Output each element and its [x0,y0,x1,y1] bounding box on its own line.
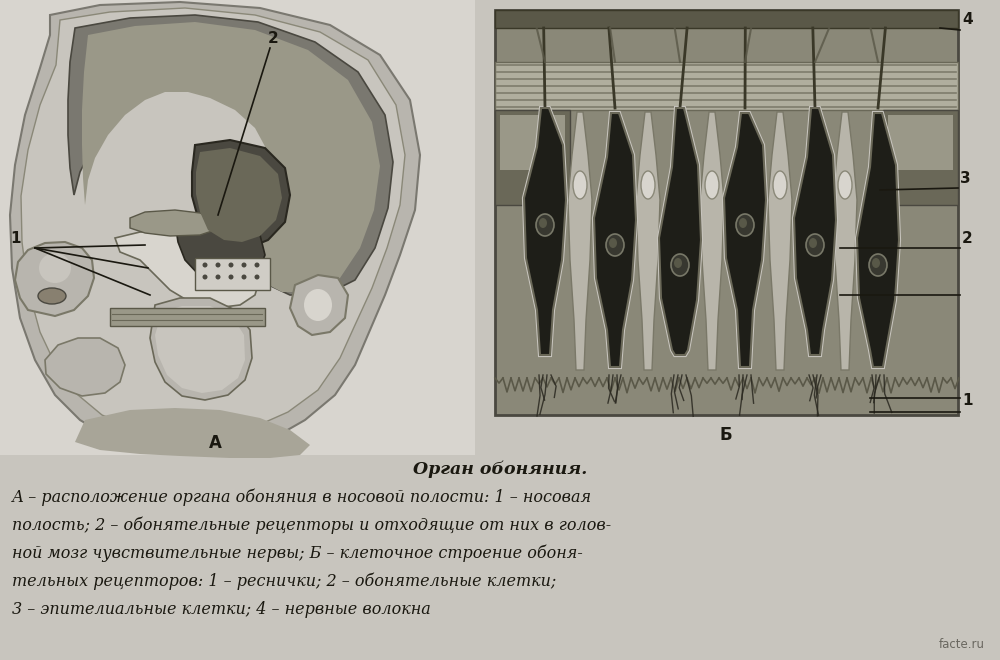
Text: facte.ru: facte.ru [939,638,985,651]
Polygon shape [524,108,566,355]
Polygon shape [192,140,290,248]
Polygon shape [155,306,245,393]
Ellipse shape [641,171,655,199]
Ellipse shape [806,234,824,256]
Bar [495,10,958,28]
Ellipse shape [242,275,246,279]
Bar [110,308,265,326]
Polygon shape [700,112,724,370]
Ellipse shape [838,171,852,199]
Ellipse shape [536,214,554,236]
Polygon shape [150,298,252,400]
Ellipse shape [304,289,332,321]
Text: 3 – эпителиальные клетки; 4 – нервные волокна: 3 – эпителиальные клетки; 4 – нервные во… [12,601,431,618]
Polygon shape [636,112,660,370]
Ellipse shape [809,238,817,248]
Text: 1: 1 [10,231,20,246]
Ellipse shape [228,263,234,267]
Polygon shape [45,338,125,396]
Text: Орган обоняния.: Орган обоняния. [413,461,587,478]
Bar [195,258,270,290]
Bar [883,110,958,205]
Polygon shape [196,148,282,242]
Ellipse shape [202,275,208,279]
Ellipse shape [773,171,787,199]
Polygon shape [82,22,380,292]
Polygon shape [659,108,701,355]
Ellipse shape [739,218,747,228]
Polygon shape [75,408,310,458]
Ellipse shape [216,263,220,267]
Text: 4: 4 [962,12,973,27]
Ellipse shape [38,288,66,304]
Text: А: А [209,434,221,452]
Polygon shape [794,108,836,355]
Ellipse shape [39,253,71,283]
Polygon shape [10,2,420,452]
Polygon shape [833,112,857,370]
Text: 2: 2 [962,231,973,246]
Text: 3: 3 [960,171,971,186]
Text: 1: 1 [962,393,972,408]
Polygon shape [594,113,636,367]
Polygon shape [568,112,592,370]
Polygon shape [15,242,94,316]
Polygon shape [175,215,265,284]
Text: тельных рецепторов: 1 – реснички; 2 – обонятельные клетки;: тельных рецепторов: 1 – реснички; 2 – об… [12,572,556,590]
Text: 2: 2 [268,31,279,46]
Polygon shape [768,112,792,370]
Polygon shape [857,113,899,367]
Bar [888,115,953,170]
Text: А – расположение органа обоняния в носовой полости: 1 – носовая: А – расположение органа обоняния в носов… [12,488,592,506]
Ellipse shape [573,171,587,199]
Bar [495,10,958,415]
Ellipse shape [539,218,547,228]
Polygon shape [130,210,215,236]
Text: ной мозг чувствительные нервы; Б – клеточное строение обоня-: ной мозг чувствительные нервы; Б – клето… [12,544,583,562]
Ellipse shape [671,254,689,276]
Ellipse shape [228,275,234,279]
Ellipse shape [242,263,246,267]
Polygon shape [290,275,348,335]
Ellipse shape [609,238,617,248]
Ellipse shape [216,275,220,279]
Bar [495,110,570,205]
Ellipse shape [606,234,624,256]
Polygon shape [724,113,766,367]
Polygon shape [21,8,405,436]
Ellipse shape [736,214,754,236]
Ellipse shape [202,263,208,267]
Ellipse shape [869,254,887,276]
Polygon shape [68,15,393,295]
Ellipse shape [254,263,260,267]
Ellipse shape [254,275,260,279]
Ellipse shape [872,258,880,268]
Text: Б: Б [720,426,732,444]
Ellipse shape [705,171,719,199]
Polygon shape [115,230,260,308]
Bar [0,0,475,455]
Bar [500,115,565,170]
Ellipse shape [674,258,682,268]
Text: полость; 2 – обонятельные рецепторы и отходящие от них в голов-: полость; 2 – обонятельные рецепторы и от… [12,517,611,534]
Bar [495,62,958,110]
